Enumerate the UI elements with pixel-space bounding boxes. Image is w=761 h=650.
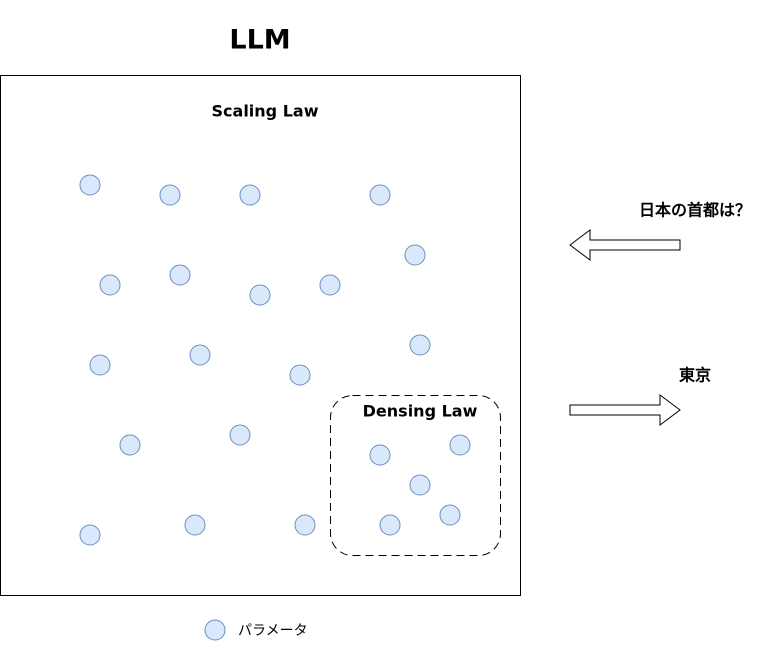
parameter-node bbox=[369, 184, 391, 206]
parameter-node bbox=[369, 444, 391, 466]
input-arrow bbox=[569, 229, 681, 261]
parameter-node bbox=[189, 344, 211, 366]
inner-label: Densing Law bbox=[363, 402, 478, 421]
title: LLM bbox=[229, 25, 290, 56]
parameter-node bbox=[159, 184, 181, 206]
parameter-node bbox=[169, 264, 191, 286]
parameter-node bbox=[229, 424, 251, 446]
parameter-node bbox=[404, 244, 426, 266]
parameter-node bbox=[79, 524, 101, 546]
parameter-node bbox=[294, 514, 316, 536]
legend-label: パラメータ bbox=[238, 623, 308, 639]
parameters bbox=[79, 174, 471, 546]
parameter-node bbox=[449, 434, 471, 456]
parameter-node bbox=[319, 274, 341, 296]
input-text: 日本の首都は？ bbox=[639, 201, 751, 220]
legend-marker bbox=[204, 619, 226, 641]
parameter-node bbox=[439, 504, 461, 526]
parameter-node bbox=[409, 474, 431, 496]
parameter-node bbox=[184, 514, 206, 536]
parameter-node bbox=[99, 274, 121, 296]
parameter-node bbox=[119, 434, 141, 456]
parameter-node bbox=[89, 354, 111, 376]
parameter-node bbox=[79, 174, 101, 196]
parameter-node bbox=[239, 184, 261, 206]
outer-label: Scaling Law bbox=[212, 102, 319, 121]
parameter-node bbox=[379, 514, 401, 536]
output-arrow bbox=[569, 394, 681, 426]
llm-box bbox=[0, 75, 521, 596]
parameter-node bbox=[409, 334, 431, 356]
parameter-node bbox=[289, 364, 311, 386]
output-text: 東京 bbox=[679, 366, 711, 385]
parameter-node bbox=[249, 284, 271, 306]
